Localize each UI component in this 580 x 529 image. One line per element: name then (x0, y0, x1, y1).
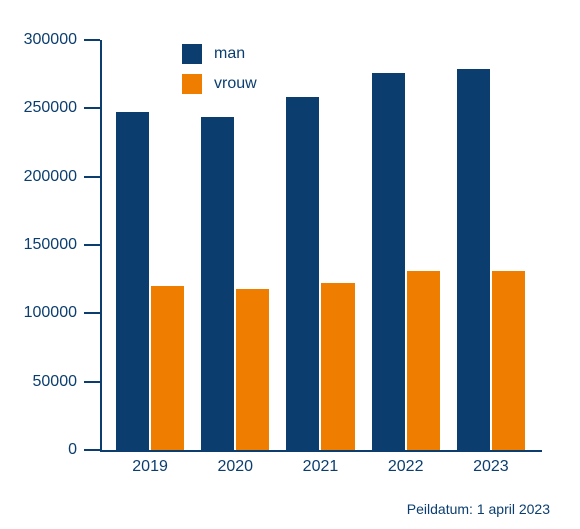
y-tick (84, 449, 100, 451)
y-tick (84, 244, 100, 246)
legend-label-man: man (214, 45, 245, 63)
y-tick (84, 107, 100, 109)
y-tick-label: 50000 (7, 374, 77, 390)
y-tick (84, 381, 100, 383)
bar-man-2023 (457, 69, 490, 450)
x-tick-label: 2021 (303, 458, 339, 476)
y-tick-label: 150000 (7, 237, 77, 253)
y-tick (84, 312, 100, 314)
bar-man-2021 (286, 97, 319, 450)
chart-container: 0 50000 100000 150000 200000 250000 300000 2019… (0, 0, 580, 529)
y-tick-label: 100000 (7, 305, 77, 321)
legend-swatch-man (182, 44, 202, 64)
y-tick-label: 200000 (7, 169, 77, 185)
legend: man vrouw (182, 44, 257, 104)
bar-vrouw-2022 (407, 271, 440, 450)
bar-vrouw-2021 (321, 283, 354, 450)
x-tick-label: 2022 (388, 458, 424, 476)
bar-man-2020 (201, 117, 234, 450)
legend-label-vrouw: vrouw (214, 75, 257, 93)
plot-area: 0500001000001500002000002500003000002019… (100, 40, 542, 452)
bar-man-2022 (372, 73, 405, 450)
y-tick-label: 300000 (7, 32, 77, 48)
bar-vrouw-2020 (236, 289, 269, 450)
y-tick (84, 176, 100, 178)
footer-note: Peildatum: 1 april 2023 (407, 501, 550, 517)
y-tick (84, 39, 100, 41)
legend-item-man: man (182, 44, 257, 64)
x-tick-label: 2019 (132, 458, 168, 476)
bar-vrouw-2023 (492, 271, 525, 450)
bar-man-2019 (116, 112, 149, 450)
legend-swatch-vrouw (182, 74, 202, 94)
y-tick-label: 250000 (7, 100, 77, 116)
bar-vrouw-2019 (151, 286, 184, 450)
x-tick-label: 2023 (473, 458, 509, 476)
x-tick-label: 2020 (217, 458, 253, 476)
legend-item-vrouw: vrouw (182, 74, 257, 94)
y-tick-label: 0 (7, 442, 77, 458)
